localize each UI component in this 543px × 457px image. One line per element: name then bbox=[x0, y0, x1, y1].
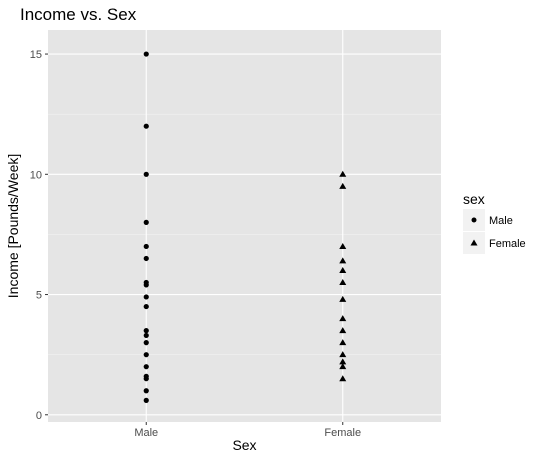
data-point-male bbox=[143, 282, 149, 288]
plot-panel bbox=[48, 30, 441, 422]
y-axis: 0 5 10 15 bbox=[30, 49, 48, 422]
data-point-male bbox=[143, 123, 149, 129]
chart-title: Income vs. Sex bbox=[20, 5, 137, 24]
y-tick-label: 0 bbox=[36, 410, 42, 422]
data-point-male bbox=[143, 388, 149, 394]
legend: sex Male Female bbox=[463, 191, 526, 254]
data-point-male bbox=[143, 376, 149, 382]
data-point-female bbox=[339, 339, 347, 346]
data-point-male bbox=[143, 397, 149, 403]
legend-title: sex bbox=[463, 191, 485, 207]
data-point-male bbox=[143, 340, 149, 346]
data-point-female bbox=[339, 327, 347, 334]
data-point-female bbox=[339, 266, 347, 273]
legend-label-female: Female bbox=[489, 238, 526, 250]
legend-label-male: Male bbox=[489, 215, 513, 227]
data-point-female bbox=[339, 315, 347, 322]
y-tick-label: 10 bbox=[30, 169, 42, 181]
legend-triangle-icon bbox=[470, 239, 478, 246]
data-point-female bbox=[339, 182, 347, 189]
y-tick-label: 15 bbox=[30, 49, 42, 61]
y-tick-label: 5 bbox=[36, 290, 42, 302]
data-point-female bbox=[339, 257, 347, 264]
data-point-female bbox=[339, 358, 347, 365]
data-point-female bbox=[339, 279, 347, 286]
x-tick-label: Female bbox=[324, 427, 361, 439]
data-point-male bbox=[143, 219, 149, 225]
data-point-male bbox=[143, 352, 149, 358]
data-point-female bbox=[339, 170, 347, 177]
data-point-male bbox=[143, 303, 149, 310]
data-point-female bbox=[339, 375, 347, 382]
data-point-male bbox=[143, 364, 149, 370]
data-point-male bbox=[143, 51, 149, 57]
data-point-female bbox=[339, 351, 347, 358]
x-axis: Male Female bbox=[134, 422, 361, 439]
data-point-male bbox=[143, 171, 149, 177]
data-point-male bbox=[143, 332, 149, 339]
legend-circle-icon bbox=[471, 217, 477, 223]
y-axis-title: Income [Pounds/Week] bbox=[5, 154, 21, 298]
x-axis-title: Sex bbox=[232, 437, 256, 453]
data-point-male bbox=[143, 328, 149, 334]
data-points bbox=[143, 51, 347, 403]
x-tick-label: Male bbox=[134, 427, 158, 439]
data-point-female bbox=[339, 242, 347, 249]
data-point-female bbox=[339, 363, 347, 370]
data-point-male bbox=[143, 255, 149, 262]
data-point-male bbox=[143, 294, 149, 300]
data-point-female bbox=[339, 295, 347, 302]
data-point-male bbox=[143, 243, 149, 250]
